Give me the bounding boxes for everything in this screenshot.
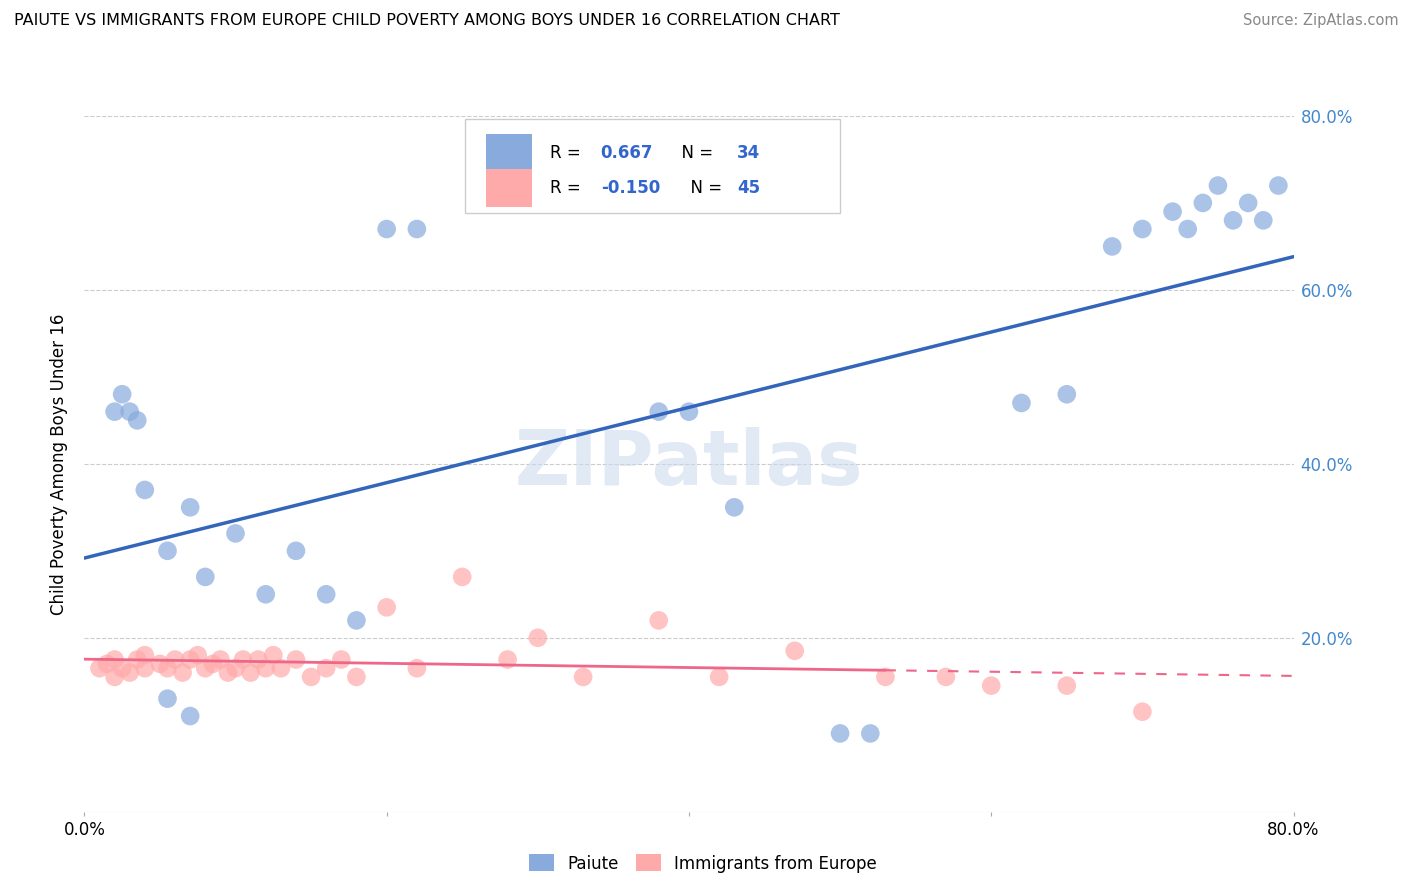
Point [783,644,806,658]
Point [1101,239,1123,253]
Point [96,657,118,671]
Point [285,543,308,558]
Point [285,652,308,666]
Point [172,665,194,680]
Point [134,483,156,497]
Point [225,661,247,675]
Point [194,661,217,675]
Point [1237,196,1260,211]
Text: N =: N = [671,145,718,162]
Text: -0.150: -0.150 [600,179,659,197]
Point [156,661,179,675]
Point [1130,705,1153,719]
Point [1011,396,1033,410]
Text: R =: R = [550,179,586,197]
Bar [486,169,531,207]
Point [980,679,1002,693]
Point [346,614,368,628]
Bar [486,134,531,172]
Point [165,652,187,666]
Point [254,661,277,675]
Point [118,405,141,419]
Point [89,661,111,675]
Point [723,500,745,515]
Point [149,657,172,671]
Point [315,587,337,601]
Text: 34: 34 [737,145,761,162]
Point [496,652,519,666]
Point [134,661,156,675]
Point [254,587,277,601]
Text: ZIPatlas: ZIPatlas [515,427,863,500]
Point [375,222,398,236]
Point [451,570,474,584]
Point [201,657,224,671]
Point [217,665,239,680]
Point [648,405,671,419]
Point [830,726,852,740]
Point [1177,222,1199,236]
Point [1206,178,1229,193]
Point [406,661,429,675]
Point [111,661,134,675]
Point [1267,178,1289,193]
Y-axis label: Child Poverty Among Boys Under 16: Child Poverty Among Boys Under 16 [51,313,69,615]
Text: Source: ZipAtlas.com: Source: ZipAtlas.com [1243,13,1399,29]
Point [315,661,337,675]
Point [875,670,897,684]
Point [346,670,368,684]
Legend: Paiute, Immigrants from Europe: Paiute, Immigrants from Europe [523,847,883,880]
Point [406,222,429,236]
Point [1130,222,1153,236]
Point [179,652,201,666]
Text: 45: 45 [737,179,761,197]
Point [104,405,127,419]
Point [1056,679,1078,693]
Point [134,648,156,662]
Point [187,648,209,662]
Point [299,670,322,684]
Point [179,500,201,515]
Point [935,670,957,684]
Point [209,652,232,666]
Point [104,670,127,684]
Point [118,665,141,680]
Point [262,648,284,662]
Point [225,526,247,541]
Point [1253,213,1275,227]
Point [1192,196,1215,211]
Point [678,405,700,419]
Point [1056,387,1078,401]
Point [194,570,217,584]
Point [156,543,179,558]
Point [1161,204,1184,219]
Point [104,652,127,666]
Point [330,652,353,666]
Point [527,631,550,645]
Point [375,600,398,615]
Point [179,709,201,723]
Point [572,670,595,684]
Point [156,691,179,706]
Text: 0.667: 0.667 [600,145,654,162]
Point [270,661,292,675]
Point [127,413,149,427]
Point [859,726,882,740]
Point [709,670,731,684]
Text: PAIUTE VS IMMIGRANTS FROM EUROPE CHILD POVERTY AMONG BOYS UNDER 16 CORRELATION C: PAIUTE VS IMMIGRANTS FROM EUROPE CHILD P… [14,13,839,29]
FancyBboxPatch shape [465,120,841,213]
Text: R =: R = [550,145,586,162]
Text: N =: N = [681,179,728,197]
Point [111,387,134,401]
Point [648,614,671,628]
Point [127,652,149,666]
Point [1222,213,1244,227]
Point [239,665,262,680]
Point [232,652,254,666]
Point [247,652,270,666]
